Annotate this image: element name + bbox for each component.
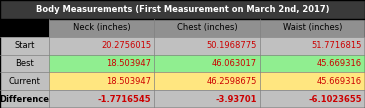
Text: Best: Best [15,59,34,68]
Bar [260,90,365,108]
Bar [260,19,365,37]
Bar [0,19,49,37]
Bar [154,55,260,72]
Text: 18.503947: 18.503947 [107,77,151,86]
Text: 46.063017: 46.063017 [211,59,257,68]
Bar [260,55,365,72]
Bar [0,0,365,19]
Bar [0,72,49,90]
Bar [49,90,154,108]
Text: Start: Start [15,41,35,50]
Bar [49,72,154,90]
Text: Waist (inches): Waist (inches) [283,23,342,32]
Text: 18.503947: 18.503947 [107,59,151,68]
Text: 45.669316: 45.669316 [317,77,362,86]
Bar [154,72,260,90]
Text: Current: Current [9,77,41,86]
Bar [49,55,154,72]
Text: Body Measurements (First Measurement on March 2nd, 2017): Body Measurements (First Measurement on … [36,5,329,14]
Bar [0,55,49,72]
Text: Difference: Difference [0,95,50,104]
Bar [260,37,365,55]
Text: -6.1023655: -6.1023655 [308,95,362,104]
Bar [260,72,365,90]
Text: Neck (inches): Neck (inches) [73,23,131,32]
Bar [49,37,154,55]
Text: 50.1968775: 50.1968775 [206,41,257,50]
Text: -1.7716545: -1.7716545 [98,95,151,104]
Bar [154,37,260,55]
Bar [49,19,154,37]
Text: Chest (inches): Chest (inches) [177,23,237,32]
Text: 46.2598675: 46.2598675 [206,77,257,86]
Bar [154,90,260,108]
Text: 51.7716815: 51.7716815 [312,41,362,50]
Text: 45.669316: 45.669316 [317,59,362,68]
Text: -3.93701: -3.93701 [215,95,257,104]
Bar [0,37,49,55]
Bar [154,19,260,37]
Bar [0,90,49,108]
Text: 20.2756015: 20.2756015 [101,41,151,50]
